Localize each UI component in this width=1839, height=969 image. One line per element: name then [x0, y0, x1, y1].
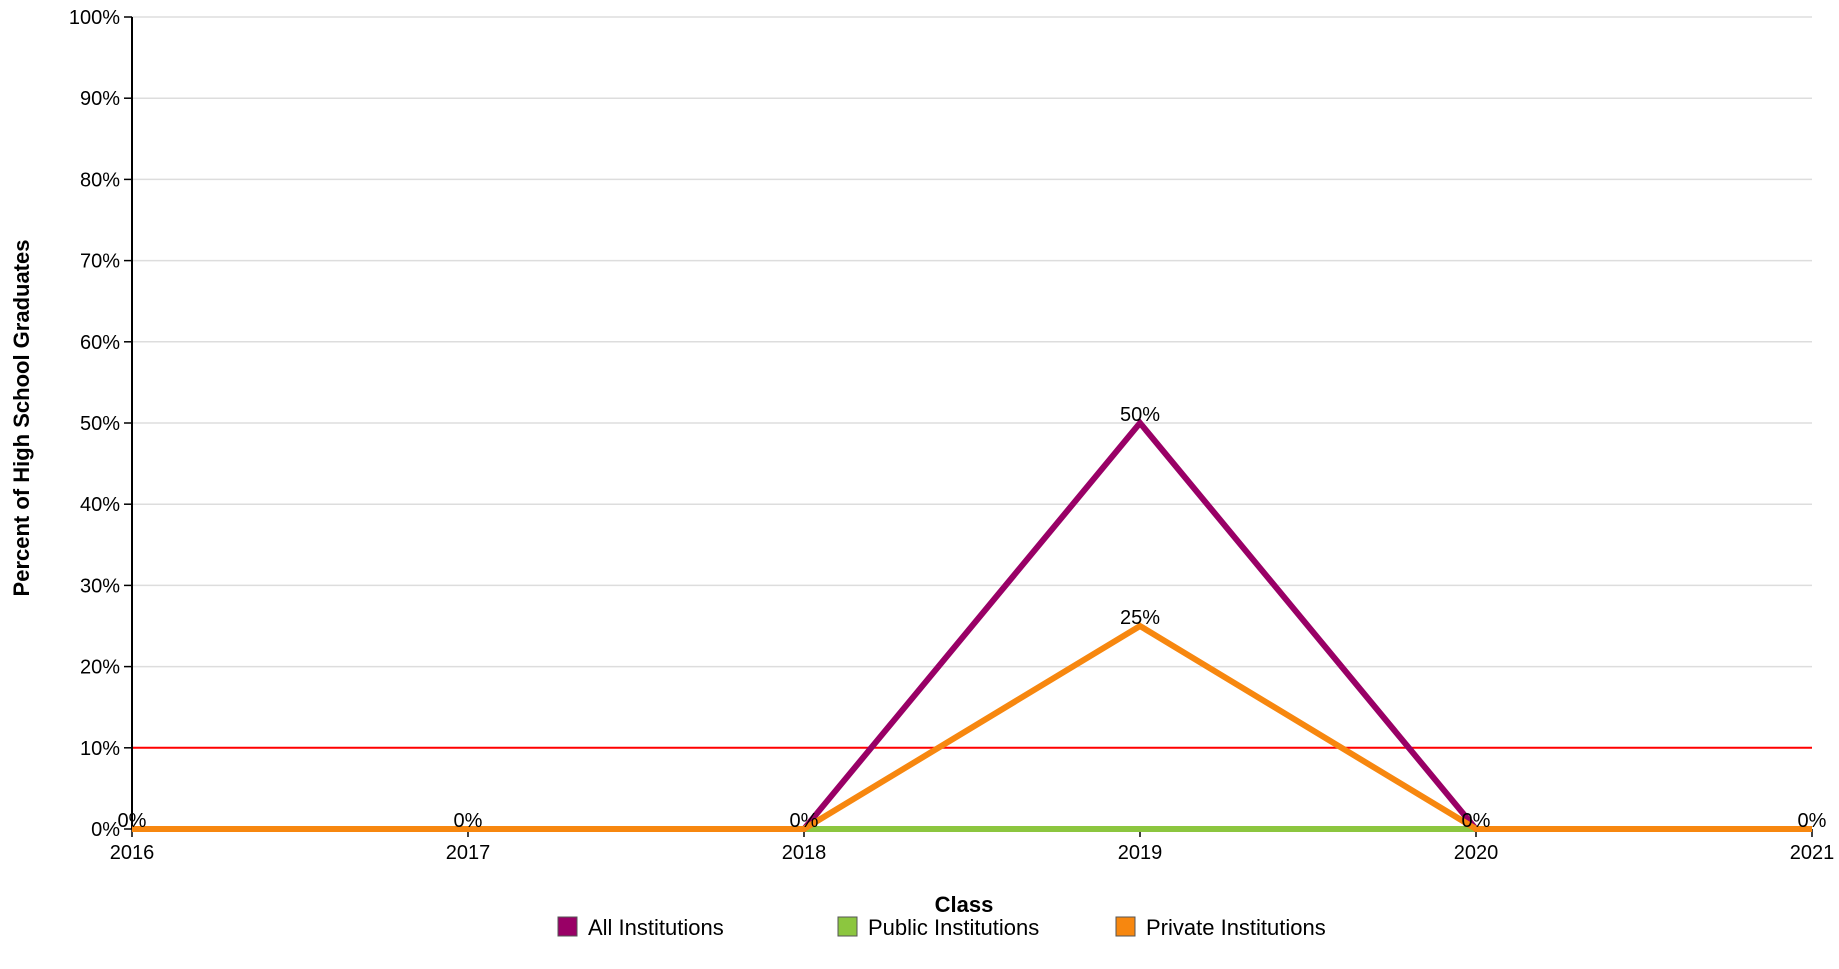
y-tick-label: 80% [80, 169, 120, 191]
y-axis-title: Percent of High School Graduates [9, 240, 34, 597]
gridlines [132, 16, 1812, 749]
data-label: 0% [790, 810, 819, 832]
legend-item-public-institutions[interactable]: Public Institutions [837, 915, 1039, 940]
legend-label: Public Institutions [868, 915, 1039, 940]
x-tick-label: 2021 [1790, 842, 1835, 864]
y-tick-label: 0% [91, 819, 120, 841]
y-tick-label: 20% [80, 657, 120, 679]
y-tick-label: 90% [80, 88, 120, 110]
data-label: 0% [454, 810, 483, 832]
y-tick-label: 40% [80, 494, 120, 516]
x-tick-label: 2020 [1454, 842, 1499, 864]
x-tick-label: 2018 [782, 842, 827, 864]
y-tick-label: 100% [69, 7, 120, 29]
legend-item-all-institutions[interactable]: All Institutions [557, 915, 724, 940]
y-tick-label: 70% [80, 251, 120, 273]
y-tick-label: 50% [80, 413, 120, 435]
data-label: 25% [1120, 607, 1160, 629]
series-lines [132, 418, 1812, 832]
data-label: 50% [1120, 404, 1160, 426]
x-tick-label: 2017 [446, 842, 491, 864]
legend-swatch [837, 916, 858, 937]
series-line-all-institutions [132, 418, 1812, 832]
x-tick-label: 2016 [110, 842, 155, 864]
x-axis-title: Class [935, 892, 994, 917]
data-label: 0% [1798, 810, 1827, 832]
data-label: 0% [1462, 810, 1491, 832]
data-label: 0% [118, 810, 147, 832]
legend-swatch [557, 916, 578, 937]
data-labels: 0% 0% 0% 50% 25% 0% 0% [118, 404, 1827, 832]
series-line-private-institutions [132, 622, 1812, 832]
y-tick-label: 10% [80, 738, 120, 760]
x-tick-label: 2019 [1118, 842, 1163, 864]
axes: 0% 10% 20% 30% 40% 50% 60% 70% 80% 90% 100% 2016 201… [69, 7, 1834, 864]
y-tick-label: 30% [80, 575, 120, 597]
legend-item-private-institutions[interactable]: Private Institutions [1115, 915, 1326, 940]
legend-label: All Institutions [588, 915, 724, 940]
y-tick-label: 60% [80, 332, 120, 354]
legend: All Institutions Public Institutions Priva… [557, 915, 1326, 940]
legend-swatch [1115, 916, 1136, 937]
legend-label: Private Institutions [1146, 915, 1326, 940]
